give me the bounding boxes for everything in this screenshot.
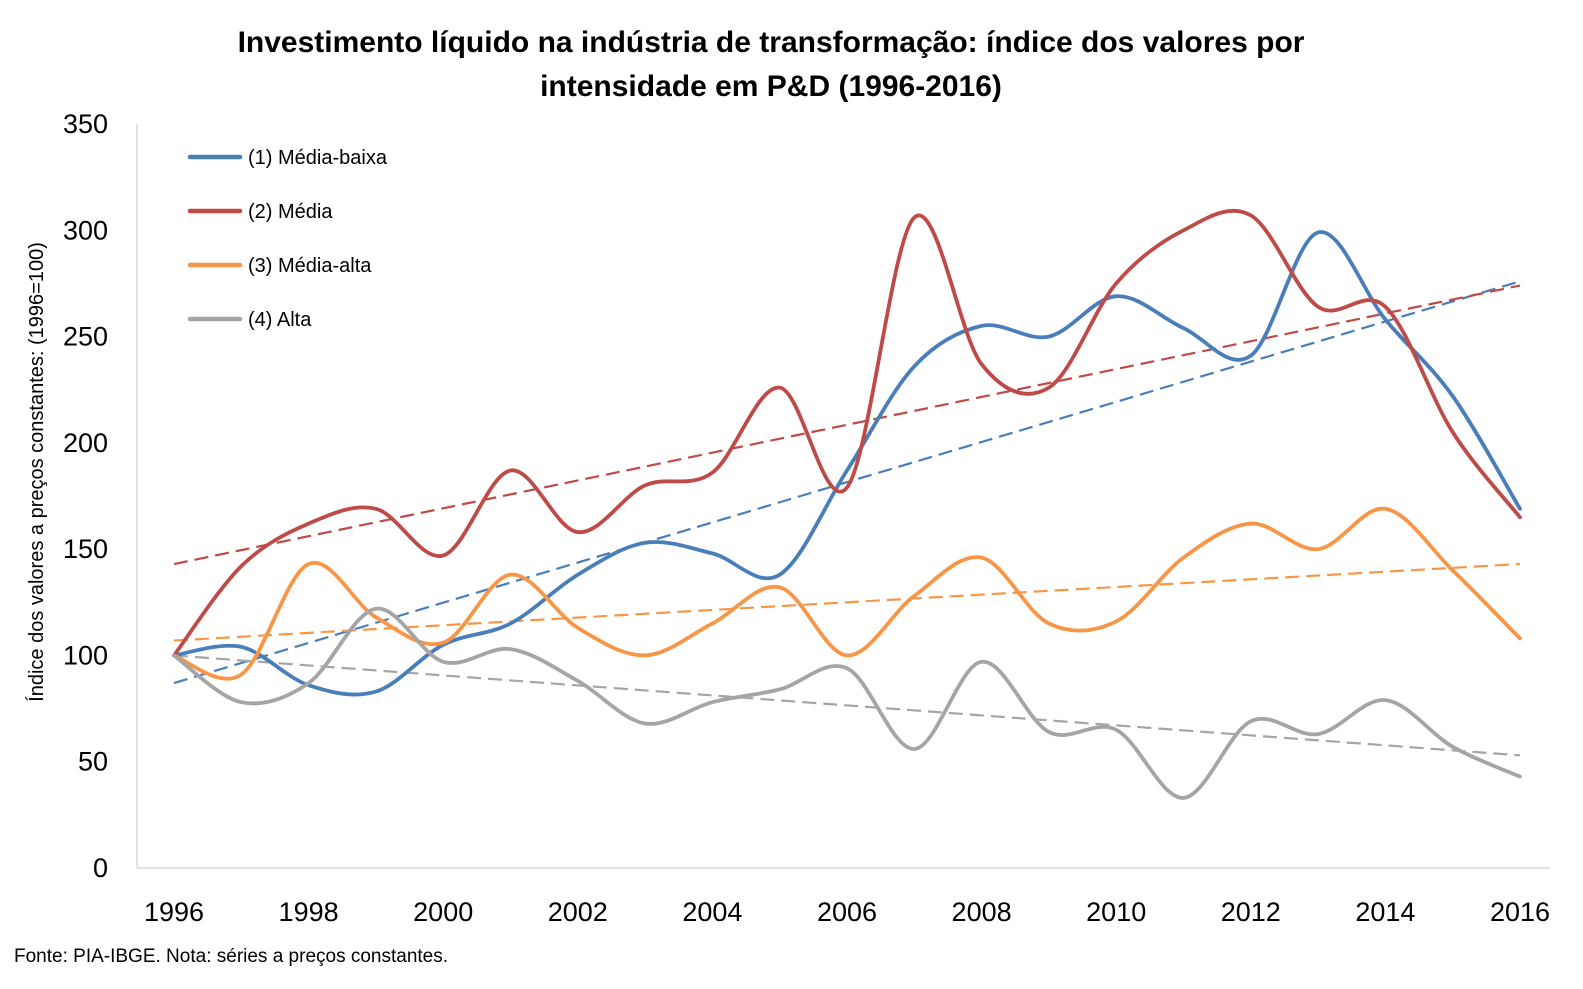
chart-title-line-1: Investimento líquido na indústria de tra…	[238, 26, 1305, 59]
x-tick-label-2008: 2008	[952, 897, 1012, 927]
x-ticks: 1996 1998 2000 2002 2004 2006 2008 2010 2012 2014…	[144, 897, 1550, 927]
x-tick-label-2004: 2004	[682, 897, 742, 927]
legend-item-4-alta: (4) Alta	[187, 309, 312, 331]
y-tick-label-0: 0	[93, 853, 108, 883]
series-line-1-m-dia-baixa	[172, 230, 1522, 697]
trend-line-1-m-dia-baixa	[173, 280, 1521, 685]
y-tick-label-200: 200	[63, 428, 108, 458]
y-axis-label: Índice dos valores a preços constantes: …	[25, 242, 48, 702]
x-tick-label-2006: 2006	[817, 897, 877, 927]
trend-line-4-alta	[173, 654, 1521, 757]
series-line-2-m-dia	[172, 208, 1522, 658]
trend-line-3-m-dia-alta	[173, 562, 1521, 642]
x-tick-label-2010: 2010	[1086, 897, 1146, 927]
y-tick-label-150: 150	[63, 534, 108, 564]
series-lines	[172, 208, 1522, 800]
x-tick-label-2012: 2012	[1221, 897, 1281, 927]
legend-label-3-m-dia-alta: (3) Média-alta	[248, 255, 372, 277]
legend-label-1-m-dia-baixa: (1) Média-baixa	[248, 147, 388, 169]
chart-title: Investimento líquido na indústria de tra…	[238, 26, 1305, 103]
y-ticks: 0 50 100 150 200 250 300 350	[63, 109, 108, 883]
x-tick-label-2014: 2014	[1355, 897, 1415, 927]
source-note: Fonte: PIA-IBGE. Nota: séries a preços c…	[14, 946, 448, 967]
legend-item-1-m-dia-baixa: (1) Média-baixa	[187, 147, 388, 169]
y-tick-label-300: 300	[63, 215, 108, 245]
x-tick-label-2016: 2016	[1490, 897, 1550, 927]
y-tick-label-50: 50	[78, 747, 108, 777]
trend-lines	[173, 280, 1521, 757]
series-line-3-m-dia-alta	[172, 506, 1522, 681]
legend-label-4-alta: (4) Alta	[248, 309, 312, 331]
series-line-4-alta	[172, 606, 1522, 800]
y-tick-label-250: 250	[63, 322, 108, 352]
x-tick-label-1996: 1996	[144, 897, 204, 927]
legend-label-2-m-dia: (2) Média	[248, 201, 333, 223]
legend-item-3-m-dia-alta: (3) Média-alta	[187, 255, 372, 277]
trend-line-2-m-dia	[173, 284, 1521, 566]
chart-title-line-2: intensidade em P&D (1996-2016)	[540, 70, 1002, 103]
y-tick-label-350: 350	[63, 109, 108, 139]
legend-item-2-m-dia: (2) Média	[187, 201, 333, 223]
y-tick-label-100: 100	[63, 640, 108, 670]
legend: (1) Média-baixa (2) Média (3) Média-alta (4…	[187, 147, 388, 331]
x-tick-label-2002: 2002	[548, 897, 608, 927]
x-tick-label-1998: 1998	[279, 897, 339, 927]
x-tick-label-2000: 2000	[413, 897, 473, 927]
